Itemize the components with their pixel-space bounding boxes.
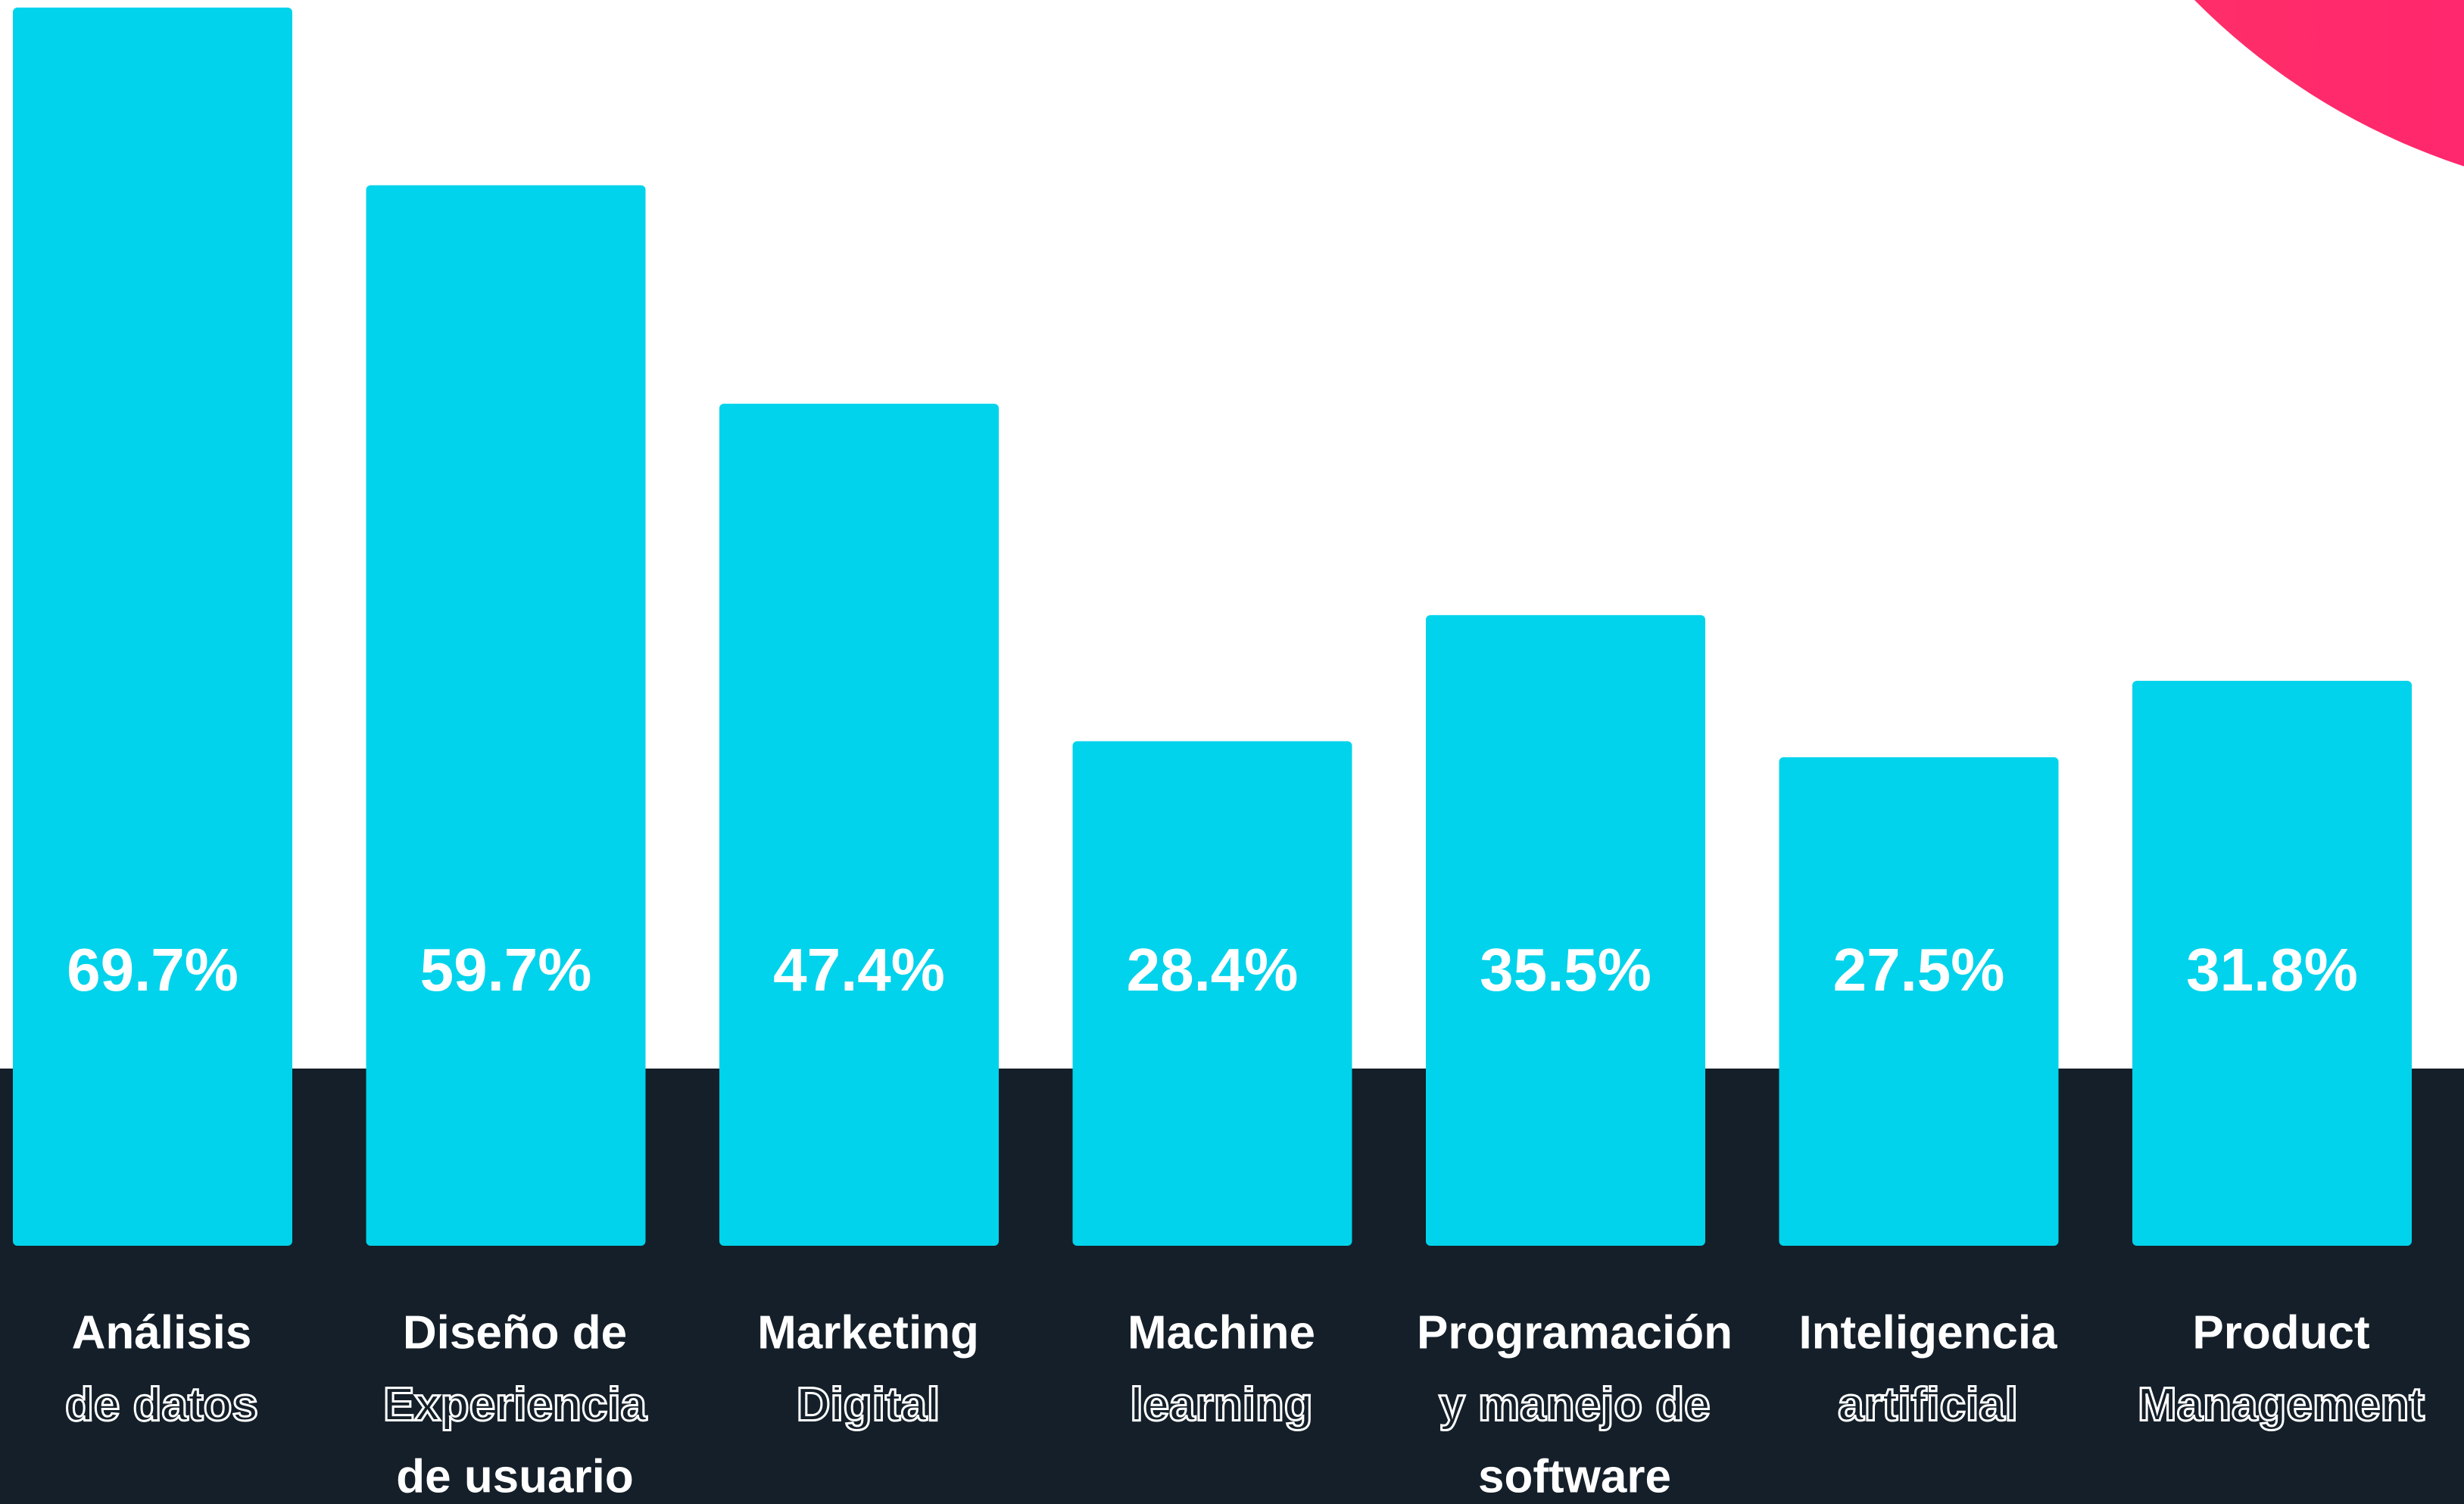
- value-label: 59.7%: [420, 936, 592, 1003]
- bar: [2132, 681, 2412, 1246]
- x-tick-label: de datos: [65, 1378, 258, 1431]
- x-tick-label: Análisis: [72, 1306, 252, 1359]
- bar: [13, 8, 292, 1246]
- x-tick-label: Marketing: [757, 1306, 979, 1359]
- value-label: 31.8%: [2186, 936, 2358, 1003]
- x-tick-label: de usuario: [396, 1450, 634, 1502]
- value-label: 28.4%: [1127, 936, 1299, 1003]
- bar: [366, 185, 646, 1246]
- value-label: 27.5%: [1833, 936, 2005, 1003]
- bar: [1072, 741, 1352, 1246]
- x-tick-label: y manejo de: [1439, 1378, 1710, 1431]
- value-label: 35.5%: [1480, 936, 1652, 1003]
- x-tick-label: Digital: [797, 1378, 940, 1431]
- decor-circle: [2194, 0, 2464, 167]
- x-tick-label: Product: [2192, 1306, 2369, 1359]
- x-tick-label: Programación: [1417, 1306, 1733, 1359]
- value-label: 69.7%: [67, 936, 239, 1003]
- x-tick-label: Diseño de: [403, 1306, 627, 1359]
- x-tick-label: Management: [2138, 1378, 2425, 1431]
- x-tick-label: learning: [1130, 1378, 1312, 1431]
- x-tick-label: Machine: [1128, 1306, 1315, 1359]
- x-tick-label: software: [1478, 1450, 1671, 1502]
- bar: [1426, 615, 1705, 1246]
- x-tick-label: Inteligencia: [1798, 1306, 2057, 1359]
- x-tick-label: artificial: [1838, 1378, 2018, 1431]
- bar: [719, 404, 999, 1246]
- bar: [1779, 757, 2059, 1246]
- x-tick-label: Experiencia: [383, 1378, 647, 1431]
- value-label: 47.4%: [773, 936, 945, 1003]
